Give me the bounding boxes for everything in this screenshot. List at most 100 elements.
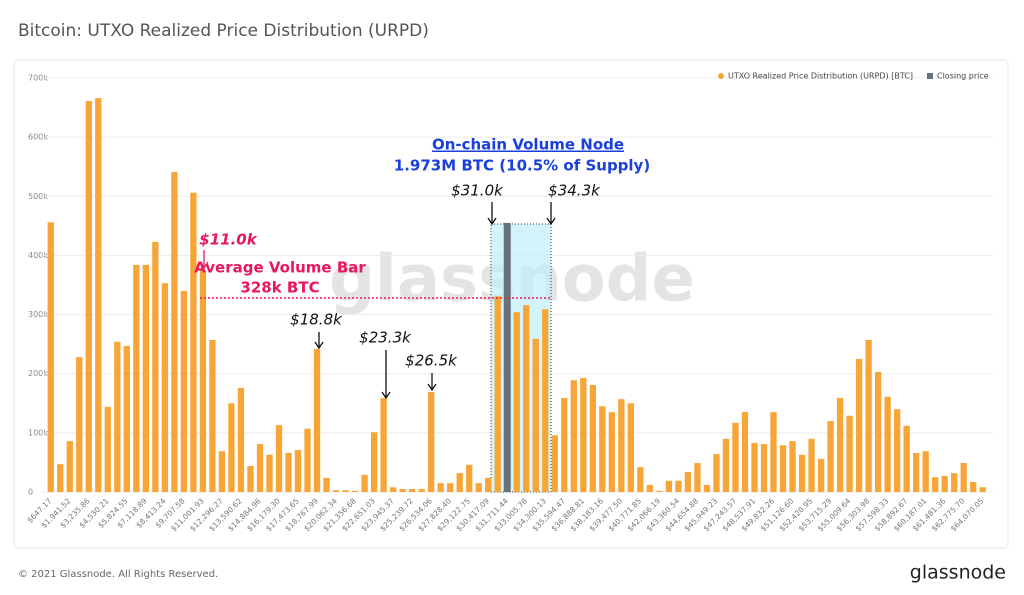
legend-swatch xyxy=(927,73,933,79)
bar xyxy=(637,467,644,492)
legend-label: UTXO Realized Price Distribution (URPD) … xyxy=(728,72,913,81)
bar xyxy=(180,290,188,492)
bar xyxy=(760,444,768,492)
bar xyxy=(922,451,929,492)
bar xyxy=(114,341,121,492)
bar xyxy=(561,397,568,492)
bar xyxy=(361,474,368,492)
y-tick-label: 400k xyxy=(28,251,48,260)
bar xyxy=(218,451,226,492)
bar xyxy=(428,392,435,492)
bar xyxy=(865,340,872,492)
bar xyxy=(513,312,520,492)
bar xyxy=(389,487,397,492)
bar xyxy=(104,406,111,492)
bar xyxy=(789,441,796,492)
bar xyxy=(161,283,169,492)
bar xyxy=(408,489,416,492)
bar xyxy=(589,384,596,492)
bar xyxy=(256,444,264,492)
bar xyxy=(466,464,473,492)
y-tick-label: 700k xyxy=(28,74,48,83)
arrow-head xyxy=(199,261,209,270)
annotation: $11.0k xyxy=(199,231,257,249)
bar xyxy=(970,481,977,492)
bar xyxy=(370,432,378,492)
y-tick-label: 200k xyxy=(28,369,48,378)
annotation: 328k BTC xyxy=(240,279,319,297)
bar xyxy=(779,445,787,492)
bar xyxy=(656,490,663,492)
bar xyxy=(351,490,359,492)
bar xyxy=(123,345,130,492)
bar xyxy=(836,397,844,492)
bar xyxy=(76,357,83,492)
bar xyxy=(133,264,140,492)
bar xyxy=(418,489,425,492)
chart-title: Bitcoin: UTXO Realized Price Distributio… xyxy=(18,21,429,41)
bar xyxy=(646,484,654,492)
bar xyxy=(503,222,511,492)
bar xyxy=(171,172,178,492)
bar xyxy=(893,409,901,492)
bar xyxy=(903,425,910,492)
bar xyxy=(913,452,920,492)
arrow-head xyxy=(487,217,497,226)
annotation: $26.5k xyxy=(405,352,458,370)
annotation: 1.973M BTC (10.5% of Supply) xyxy=(394,157,650,175)
bar xyxy=(713,454,720,492)
bar xyxy=(142,264,150,492)
bar xyxy=(294,450,302,492)
bar xyxy=(437,483,444,492)
legend-label: Closing price xyxy=(937,72,989,81)
bar xyxy=(932,477,939,492)
bar xyxy=(741,412,749,492)
bar xyxy=(770,412,777,492)
bar xyxy=(85,101,92,493)
bar xyxy=(665,480,673,492)
bar xyxy=(855,358,863,492)
annotation: $23.3k xyxy=(359,329,412,347)
bar xyxy=(66,441,73,492)
bar xyxy=(456,473,463,492)
bar xyxy=(266,454,273,492)
bar xyxy=(494,296,501,492)
arrow-head xyxy=(381,391,391,400)
arrow-head xyxy=(546,217,556,226)
bar xyxy=(618,399,625,492)
bar xyxy=(399,489,406,492)
bar xyxy=(323,477,330,492)
volume-node-box xyxy=(490,223,552,493)
bar xyxy=(608,412,615,492)
bar xyxy=(285,452,292,492)
bar xyxy=(570,380,577,492)
bar xyxy=(751,442,758,492)
bar xyxy=(627,403,635,492)
bar xyxy=(342,490,349,492)
bar xyxy=(580,377,587,492)
bar xyxy=(722,438,730,492)
annotation: $18.8k xyxy=(290,311,343,329)
annotation: On-chain Volume Node xyxy=(432,136,624,154)
bar xyxy=(817,458,825,492)
y-tick-label: 100k xyxy=(28,428,48,437)
arrow-head xyxy=(314,341,324,350)
annotation: Average Volume Bar xyxy=(194,259,366,277)
bar xyxy=(47,222,54,492)
y-tick-label: 500k xyxy=(28,192,48,201)
bar xyxy=(95,98,102,492)
y-tick-label: 600k xyxy=(28,133,48,142)
legend-swatch xyxy=(718,73,724,79)
bar xyxy=(884,396,891,492)
bar xyxy=(237,387,245,492)
bar xyxy=(703,484,711,492)
bar xyxy=(152,241,159,492)
bar xyxy=(275,425,283,492)
annotation: $31.0k xyxy=(451,182,504,200)
bar xyxy=(798,454,806,492)
annotation: $34.3k xyxy=(548,182,601,200)
bar xyxy=(827,421,834,492)
bar xyxy=(951,473,958,492)
bar xyxy=(675,480,682,492)
